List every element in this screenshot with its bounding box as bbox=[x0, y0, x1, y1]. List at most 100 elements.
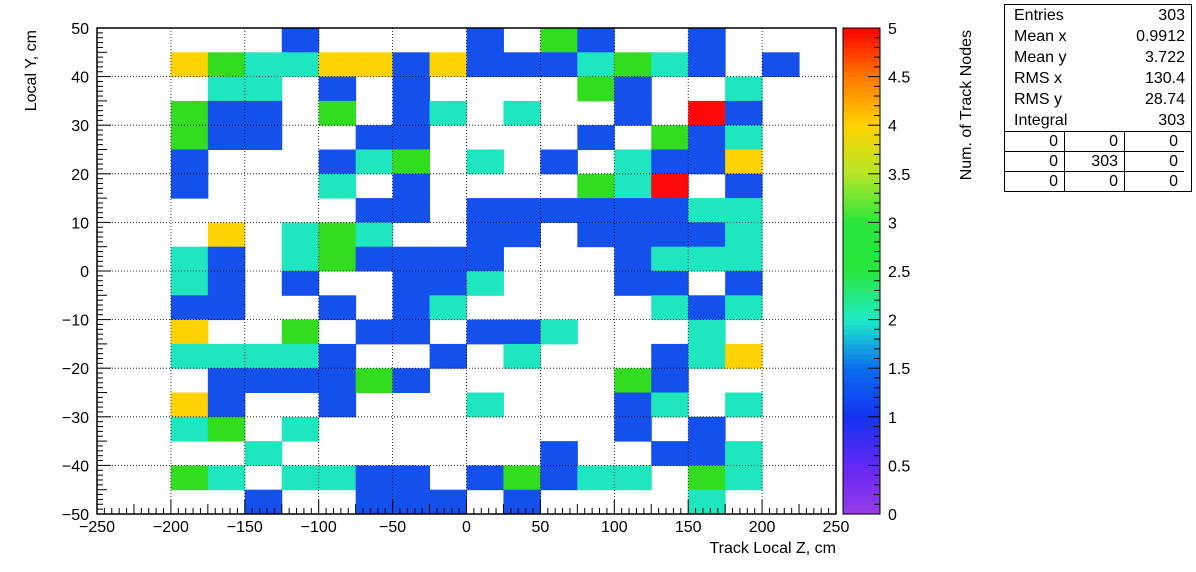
colorbar-segment bbox=[843, 256, 880, 262]
colorbar-tick-label: 0 bbox=[888, 507, 897, 524]
heatmap-cell bbox=[725, 222, 763, 248]
heatmap-cell bbox=[577, 222, 615, 248]
heatmap-cell bbox=[429, 100, 467, 126]
heatmap-cell bbox=[503, 465, 541, 491]
heatmap-cell bbox=[577, 125, 615, 150]
heatmap-cell bbox=[540, 441, 578, 466]
y-tick-label: −40 bbox=[62, 458, 89, 475]
heatmap-cell bbox=[725, 343, 763, 369]
heatmap-cell bbox=[170, 416, 209, 442]
heatmap-cell bbox=[466, 149, 504, 175]
colorbar-segment bbox=[843, 37, 880, 44]
heatmap-cell bbox=[725, 271, 763, 296]
heatmap-cell bbox=[725, 465, 763, 491]
colorbar-segment bbox=[843, 139, 880, 146]
heatmap-cell bbox=[577, 173, 615, 199]
heatmap-cell bbox=[318, 173, 357, 199]
colorbar-segment bbox=[843, 76, 880, 83]
colorbar-segment bbox=[843, 348, 880, 355]
x-tick-label: 200 bbox=[749, 519, 776, 536]
colorbar-segment bbox=[843, 373, 880, 379]
stats-row: RMS y 28.74 bbox=[1014, 91, 1185, 108]
heatmap-cell bbox=[392, 198, 431, 223]
stats-box: Entries 303 Mean x 0.9912 Mean y 3.722 RMS … bbox=[1004, 4, 1192, 192]
colorbar-segment bbox=[843, 300, 880, 306]
heatmap-cell bbox=[170, 125, 209, 150]
colorbar-segment bbox=[843, 120, 880, 126]
colorbar-segment bbox=[843, 436, 880, 442]
heatmap-cell bbox=[688, 52, 726, 78]
heatmap-cell bbox=[614, 222, 652, 248]
heatmap-cell bbox=[540, 52, 578, 78]
colorbar-segment bbox=[843, 261, 880, 267]
heatmap-cell bbox=[244, 125, 283, 150]
heatmap-cell bbox=[355, 246, 394, 272]
heatmap-cell bbox=[577, 52, 615, 78]
colorbar-segment bbox=[843, 164, 880, 170]
colorbar-segment bbox=[843, 149, 880, 155]
heatmap-cell bbox=[207, 368, 246, 393]
heatmap-cell bbox=[614, 76, 652, 102]
heatmap-cell bbox=[614, 465, 652, 491]
colorbar-segment bbox=[843, 295, 880, 301]
colorbar-segment bbox=[843, 305, 880, 311]
colorbar-tick-label: 0.5 bbox=[888, 458, 910, 475]
colorbar-segment bbox=[843, 421, 880, 428]
heatmap-cell bbox=[429, 246, 467, 272]
y-tick-label: −30 bbox=[62, 410, 89, 427]
colorbar-segment bbox=[843, 455, 880, 462]
colorbar-segment bbox=[843, 246, 880, 253]
y-axis-title: Local Y, cm bbox=[23, 30, 40, 111]
heatmap-cell bbox=[244, 368, 283, 393]
heatmap-cell bbox=[207, 222, 246, 248]
heatmap-cell bbox=[614, 52, 652, 78]
colorbar-segment bbox=[843, 125, 880, 131]
heatmap-cell bbox=[688, 100, 726, 126]
colorbar-tick-label: 2 bbox=[888, 313, 897, 330]
heatmap-cell bbox=[503, 222, 541, 248]
heatmap-cell bbox=[577, 198, 615, 223]
heatmap-cell bbox=[688, 149, 726, 175]
heatmap-cell bbox=[540, 198, 578, 223]
heatmap-cell bbox=[170, 173, 209, 199]
heatmap-cell bbox=[170, 465, 209, 491]
heatmap-cell bbox=[392, 368, 431, 393]
colorbar-segment bbox=[843, 489, 880, 496]
heatmap-cell bbox=[170, 246, 209, 272]
heatmap-cell bbox=[503, 198, 541, 223]
heatmap-cell bbox=[392, 52, 431, 78]
colorbar-segment bbox=[843, 42, 880, 49]
heatmap-cell bbox=[466, 222, 504, 248]
colorbar-segment bbox=[843, 193, 880, 199]
heatmap-cell bbox=[725, 392, 763, 418]
heatmap-cell bbox=[688, 441, 726, 466]
colorbar-segment bbox=[843, 470, 880, 476]
heatmap-cell bbox=[651, 392, 689, 418]
heatmap-cell bbox=[614, 149, 652, 175]
colorbar-segment bbox=[843, 227, 880, 233]
heatmap-cell bbox=[207, 392, 246, 418]
colorbar-segment bbox=[843, 105, 880, 112]
colorbar-segment bbox=[843, 314, 880, 321]
colorbar-segment bbox=[843, 411, 880, 418]
heatmap-cell bbox=[170, 100, 209, 126]
heatmap-cell bbox=[503, 52, 541, 78]
colorbar-segment bbox=[843, 173, 880, 180]
colorbar-segment bbox=[843, 280, 880, 287]
heatmap-cell bbox=[281, 246, 320, 272]
heatmap-cell bbox=[170, 271, 209, 296]
heatmap-cell bbox=[540, 319, 578, 345]
colorbar-segment bbox=[843, 285, 880, 292]
colorbar-segment bbox=[843, 178, 880, 185]
heatmap-cell bbox=[207, 52, 246, 78]
colorbar-segment bbox=[843, 188, 880, 194]
x-tick-label: −50 bbox=[379, 519, 406, 536]
heatmap-cell bbox=[244, 441, 283, 466]
colorbar-segment bbox=[843, 266, 880, 272]
colorbar-segment bbox=[843, 81, 880, 87]
heatmap-cell bbox=[355, 198, 394, 223]
heatmap-cell bbox=[725, 246, 763, 272]
heatmap-cell bbox=[355, 319, 394, 345]
heatmap-cell bbox=[207, 100, 246, 126]
colorbar-segment bbox=[843, 32, 880, 39]
